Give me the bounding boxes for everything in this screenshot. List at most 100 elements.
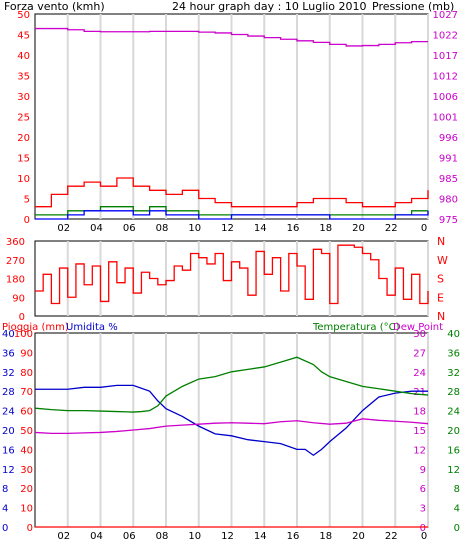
temp-axis-tick: 0 (454, 523, 460, 534)
x-tick-label: 14 (254, 531, 267, 542)
dewpoint-inner-tick: 15 (413, 426, 426, 437)
x-tick-label: 02 (57, 223, 70, 234)
x-tick-label: 12 (221, 223, 234, 234)
x-tick-label: 22 (385, 223, 398, 234)
rain-axis-title: Pioggia (mm) (2, 322, 69, 333)
dewpoint-inner-tick: 3 (420, 504, 426, 515)
x-tick-label: 0 (421, 531, 427, 542)
direction-axis-tick: 270 (6, 256, 25, 267)
x-tick-label: 14 (254, 223, 267, 234)
x-tick-label: 04 (90, 531, 103, 542)
x-tick-label: 18 (319, 223, 332, 234)
header-left-label: Forza vento (kmh) (4, 0, 105, 13)
x-tick-label: 10 (188, 223, 201, 234)
temp-axis-tick: 40 (447, 329, 460, 340)
pressure-axis-tick: 1022 (433, 31, 458, 42)
x-tick-label: 10 (188, 531, 201, 542)
rain-axis-tick: 30 (20, 465, 33, 476)
x-tick-label: 20 (352, 531, 365, 542)
rain-axis-tick: 100 (14, 329, 33, 340)
compass-label: W (437, 254, 448, 267)
compass-label: E (437, 291, 444, 304)
pressure-axis-tick: 1001 (433, 113, 458, 124)
temp-axis-tick: 4 (454, 504, 460, 515)
pressure-axis-tick: 1012 (433, 72, 458, 83)
pressure-axis-tick: 1006 (433, 92, 458, 103)
dewpoint-title: Dew Point (393, 322, 443, 333)
pressure-axis-tick: 1017 (433, 51, 458, 62)
humidity-axis-tick: 4 (2, 504, 8, 515)
temp-axis-tick: 16 (447, 445, 460, 456)
temp-axis-tick: 28 (447, 387, 460, 398)
x-tick-label: 20 (352, 223, 365, 234)
rain-axis-tick: 90 (20, 348, 33, 359)
rain-axis-tick: 0 (27, 523, 33, 534)
dewpoint-inner-tick: 27 (413, 348, 426, 359)
wind-axis-tick: 45 (17, 31, 30, 42)
rain-axis-tick: 10 (20, 504, 33, 515)
x-tick-label: 18 (319, 531, 332, 542)
humidity-axis-tick: 0 (2, 523, 8, 534)
header-title: 24 hour graph day : 10 Luglio 2010 (172, 0, 367, 13)
x-tick-label: 0 (421, 223, 427, 234)
pressure-axis-tick: 1027 (433, 10, 458, 21)
compass-label: N (437, 310, 445, 323)
humidity-axis-title: Umidita % (66, 322, 118, 333)
dewpoint-inner-tick: 21 (413, 387, 426, 398)
wind-axis-tick: 5 (24, 195, 30, 206)
x-tick-label: 04 (90, 223, 103, 234)
dewpoint-inner-tick: 6 (420, 484, 426, 495)
rain-axis-tick: 60 (20, 407, 33, 418)
direction-axis-tick: 180 (6, 275, 25, 286)
x-tick-label: 12 (221, 531, 234, 542)
dewpoint-inner-tick: 18 (413, 407, 426, 418)
direction-axis-tick: 90 (12, 293, 25, 304)
x-tick-label: 08 (156, 531, 169, 542)
humidity-axis-tick: 28 (2, 387, 15, 398)
x-tick-label: 08 (156, 223, 169, 234)
wind-axis-tick: 10 (17, 174, 30, 185)
dewpoint-series (34, 418, 429, 435)
direction-axis-tick: 360 (6, 237, 25, 248)
temp-axis-tick: 24 (447, 407, 460, 418)
temperature-series (34, 356, 429, 413)
humidity-axis-tick: 8 (2, 484, 8, 495)
pressure-axis-tick: 980 (439, 195, 458, 206)
humidity-axis-tick: 40 (2, 329, 15, 340)
wind-axis-tick: 15 (17, 154, 30, 165)
x-tick-label: 16 (287, 223, 300, 234)
humidity-axis-tick: 24 (2, 407, 15, 418)
wind-axis-tick: 20 (17, 133, 30, 144)
wind-axis-tick: 35 (17, 72, 30, 83)
rain-axis-tick: 20 (20, 484, 33, 495)
pressure-series (35, 27, 428, 47)
temp-axis-tick: 8 (454, 484, 460, 495)
x-tick-label: 06 (123, 531, 136, 542)
humidity-axis-tick: 12 (2, 465, 15, 476)
x-tick-label: 22 (385, 531, 398, 542)
compass-label: S (437, 273, 444, 286)
direction-axis-tick: 0 (19, 312, 25, 323)
temp-axis-title: Temperatura (°C) (312, 322, 400, 333)
dewpoint-inner-tick: 30 (413, 329, 426, 340)
humidity-axis-tick: 20 (2, 426, 15, 437)
humidity-series (35, 384, 428, 457)
compass-label: N (437, 235, 445, 248)
rain-axis-tick: 40 (20, 445, 33, 456)
wind-axis-tick: 25 (17, 113, 30, 124)
wind-axis-tick: 30 (17, 92, 30, 103)
x-tick-label: 16 (287, 531, 300, 542)
temp-axis-tick: 32 (447, 368, 460, 379)
temp-axis-tick: 20 (447, 426, 460, 437)
humidity-axis-tick: 16 (2, 445, 15, 456)
wind-axis-tick: 50 (17, 10, 30, 21)
dewpoint-inner-tick: 24 (413, 368, 426, 379)
temp-axis-tick: 36 (447, 348, 460, 359)
pressure-axis-tick: 996 (439, 133, 458, 144)
x-tick-label: 06 (123, 223, 136, 234)
pressure-axis-tick: 975 (439, 215, 458, 226)
pressure-axis-tick: 985 (439, 174, 458, 185)
wind-axis-tick: 40 (17, 51, 30, 62)
wind-gust-series (35, 177, 429, 208)
